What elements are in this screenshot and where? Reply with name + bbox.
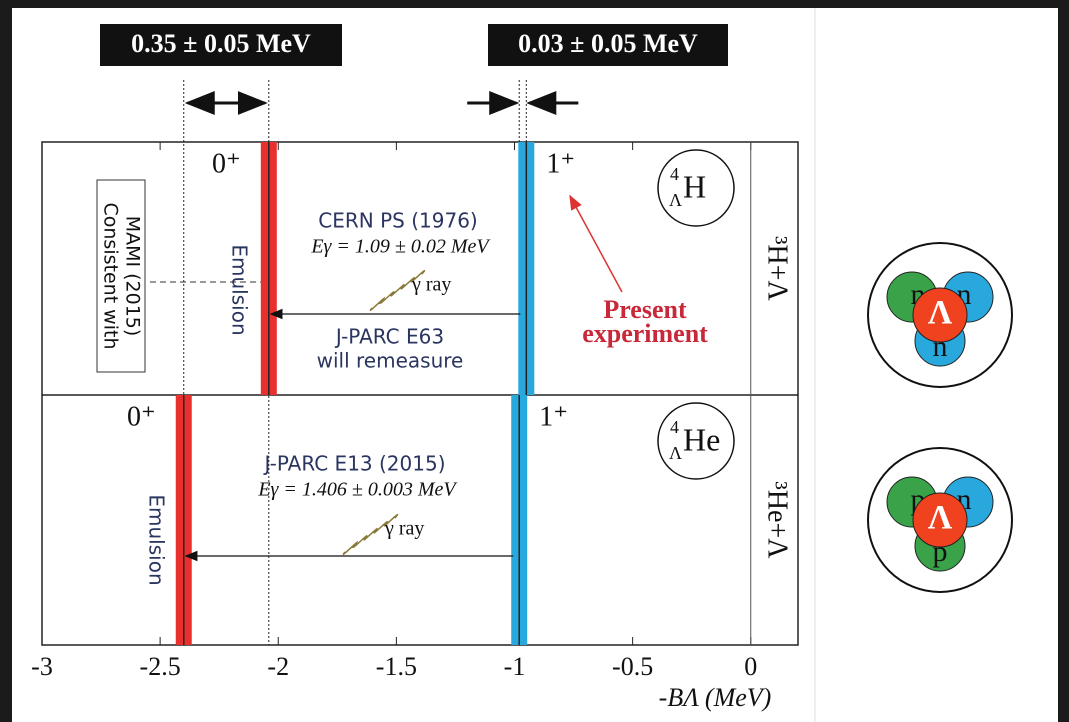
nucleon-label: Λ [928, 499, 953, 536]
nucleus-mass: 4 [670, 164, 679, 184]
level-label: 0⁺ [127, 401, 156, 432]
emulsion-label: Emulsion [145, 494, 169, 585]
level-label: 1⁺ [539, 401, 568, 432]
present-label: experiment [582, 319, 708, 348]
mami-label: MAMI (2015) [122, 216, 144, 337]
x-tick-label: -1.5 [376, 652, 417, 681]
x-tick-label: -2.5 [140, 652, 181, 681]
level-label: 1⁺ [546, 148, 575, 179]
difference-label: 0.35 ± 0.05 MeV [131, 29, 311, 58]
nucleus-sub: Λ [669, 190, 682, 210]
remeasure-label: will remeasure [317, 349, 464, 373]
remeasure-label: J-PARC E63 [334, 325, 444, 349]
energy-label: Eγ = 1.406 ± 0.003 MeV [257, 479, 458, 501]
gamma-label: γ ray [384, 518, 424, 540]
level-label: 0⁺ [212, 148, 241, 179]
nucleus-mass: 4 [670, 417, 679, 437]
x-tick-label: -0.5 [612, 652, 653, 681]
difference-label: 0.03 ± 0.05 MeV [518, 29, 698, 58]
measurement-label: CERN PS (1976) [318, 209, 477, 233]
nucleus-symbol: H [683, 168, 706, 204]
mami-label: Consistent with [100, 203, 122, 350]
x-tick-label: -3 [31, 652, 53, 681]
x-tick-label: 0 [744, 652, 757, 681]
core-label: ³He+Λ [762, 481, 793, 559]
slide: -3 -2.5 -2 -1.5 -1 -0.5 0-BΛ (MeV) 0.35 ± 0.05 … [0, 0, 1069, 722]
nucleus-sub: Λ [669, 443, 682, 463]
gamma-label: γ ray [411, 274, 451, 296]
nucleus-symbol: He [683, 421, 720, 457]
emulsion-label: Emulsion [228, 244, 252, 335]
x-tick-label: -2 [267, 652, 289, 681]
measurement-label: J-PARC E13 (2015) [262, 452, 445, 476]
core-label: ³H+Λ [762, 236, 793, 301]
x-tick-label: -1 [504, 652, 526, 681]
energy-label: Eγ = 1.09 ± 0.02 MeV [310, 236, 491, 258]
x-axis-label: -BΛ (MeV) [659, 683, 772, 712]
nucleon-label: Λ [928, 294, 953, 331]
